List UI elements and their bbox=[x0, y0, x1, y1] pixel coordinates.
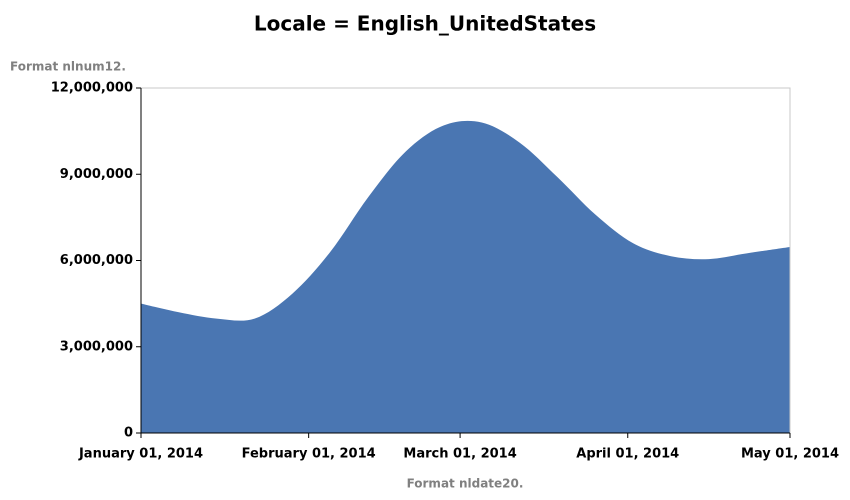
x-tick-label: April 01, 2014 bbox=[576, 447, 679, 462]
chart-title: Locale = English_UnitedStates bbox=[254, 12, 596, 36]
x-axis-label: Format nldate20. bbox=[407, 477, 524, 491]
x-tick-label: March 01, 2014 bbox=[403, 447, 516, 462]
x-tick-label: February 01, 2014 bbox=[242, 447, 376, 462]
y-tick-label: 12,000,000 bbox=[51, 81, 133, 96]
y-tick-label: 6,000,000 bbox=[60, 253, 133, 268]
y-tick-label: 9,000,000 bbox=[60, 167, 133, 182]
x-tick-label: January 01, 2014 bbox=[78, 447, 203, 462]
x-tick-label: May 01, 2014 bbox=[741, 447, 839, 462]
y-tick-label: 3,000,000 bbox=[60, 339, 133, 354]
area bbox=[141, 120, 790, 433]
y-tick-label: 0 bbox=[124, 426, 133, 441]
y-axis-label: Format nlnum12. bbox=[10, 60, 126, 74]
